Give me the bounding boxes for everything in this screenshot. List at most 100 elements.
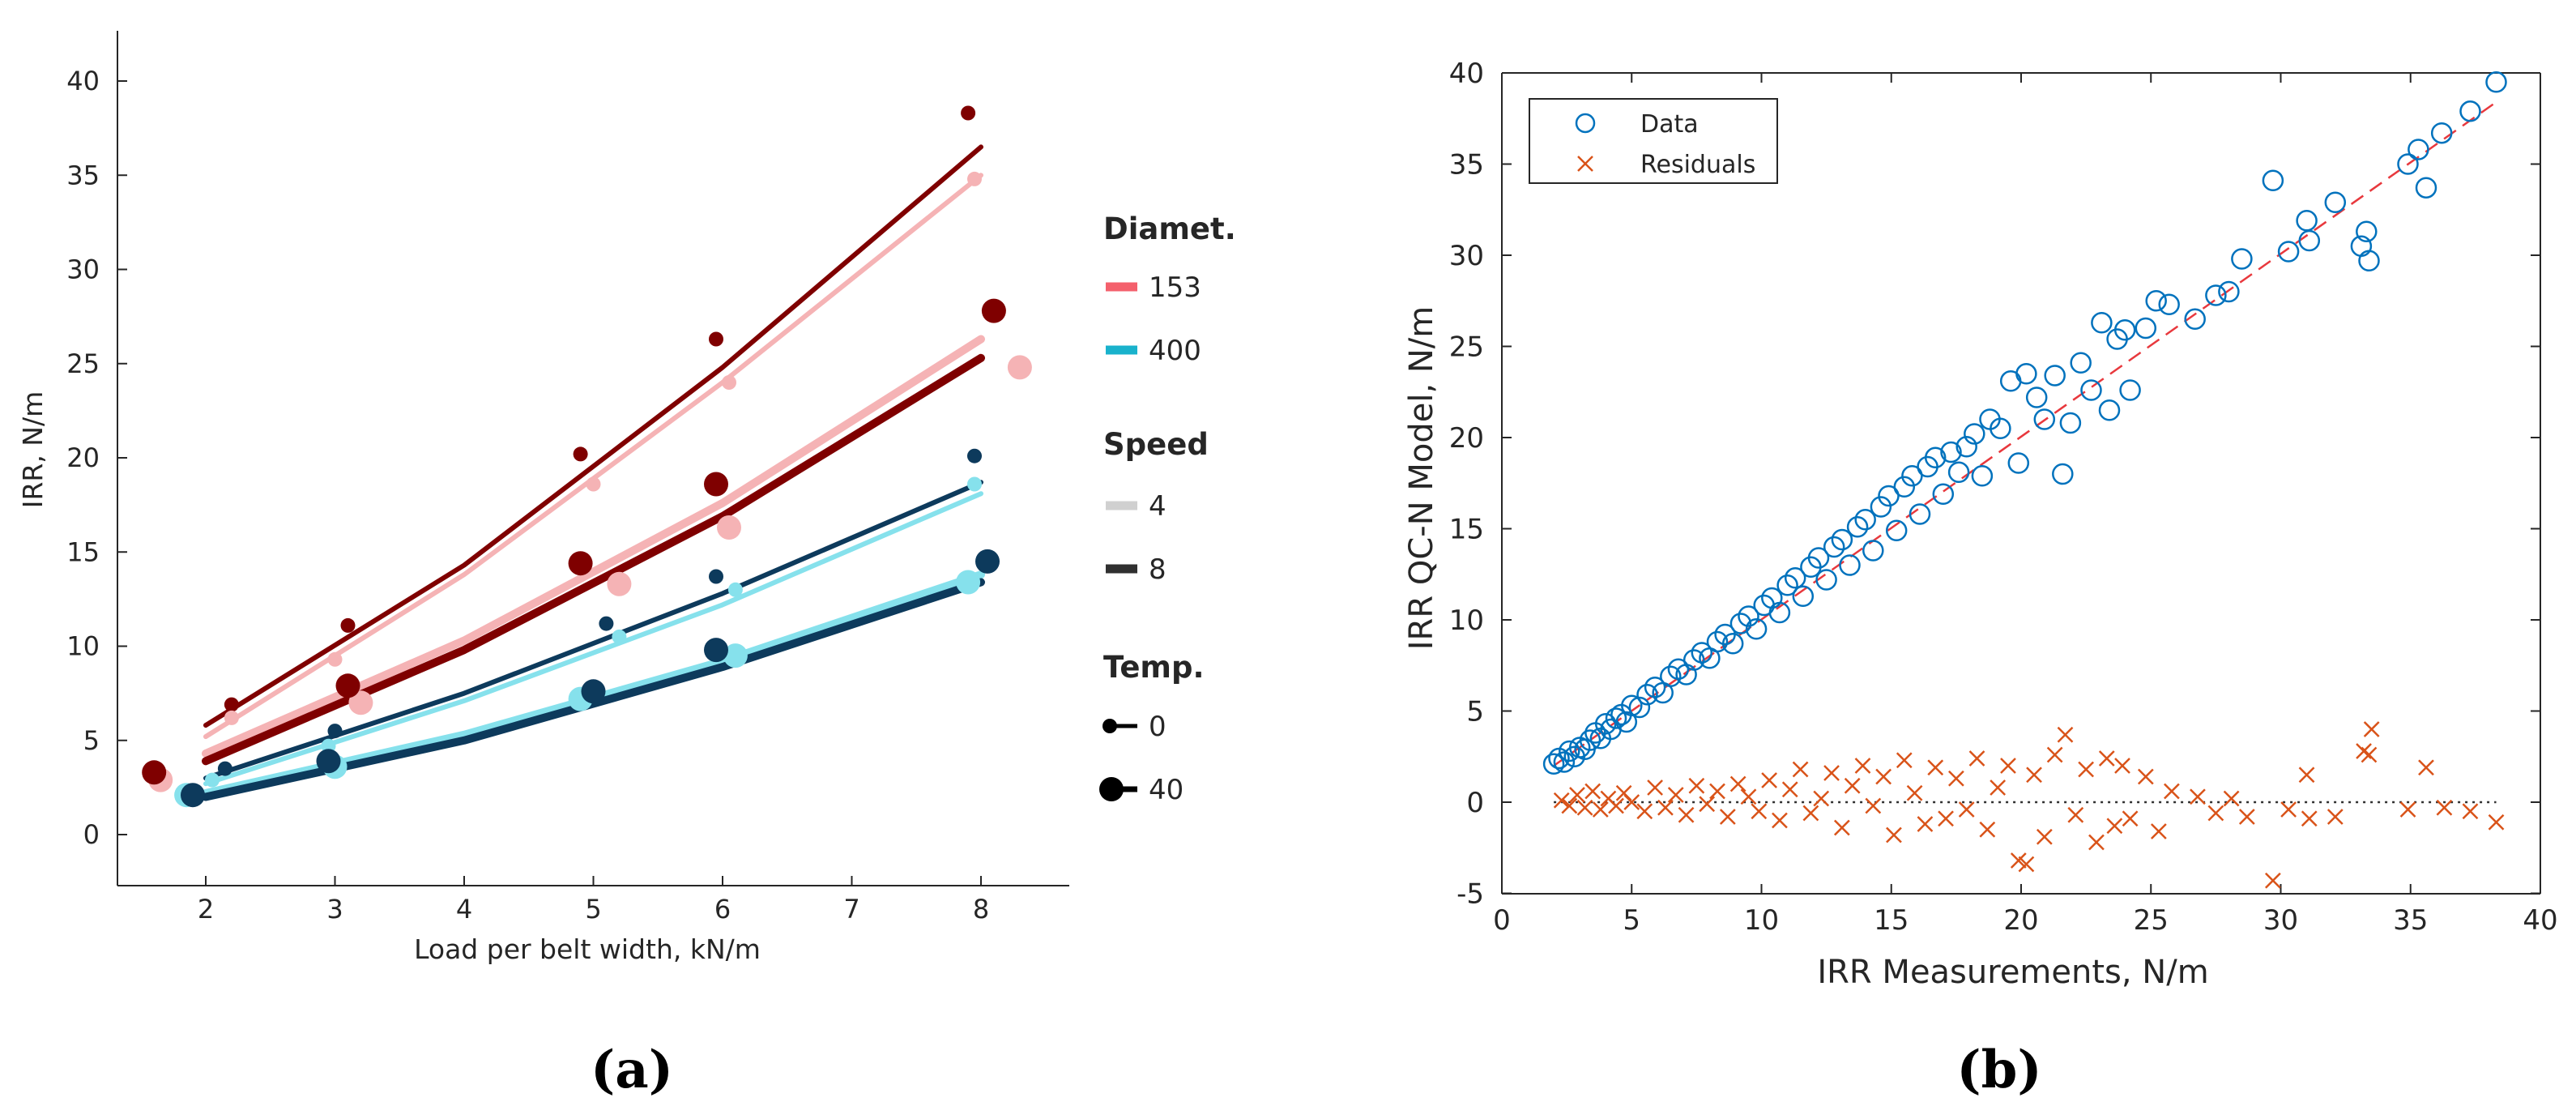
- panel-b: 0 5 10 15 20 25 30 35 40 -5 0 5 10 15 20 25 30 35 40 IRR M…: [1403, 58, 2558, 1100]
- panel-b-y-tick-label: 5: [1466, 696, 1484, 728]
- residual-point-x: [1623, 794, 1640, 810]
- residual-point-x: [1761, 772, 1777, 788]
- residual-point-x: [2150, 823, 2167, 839]
- residual-point-x: [1584, 783, 1601, 800]
- residual-point-x: [1990, 779, 2007, 796]
- residual-point-x: [2190, 788, 2206, 805]
- residual-point-x: [1561, 797, 1578, 814]
- data-point-circle: [1621, 694, 1643, 717]
- data-point-circle: [2158, 293, 2180, 316]
- data-point-circle: [1542, 753, 1565, 775]
- residual-point-x: [1569, 787, 1585, 803]
- data-point-circle: [1615, 711, 1638, 733]
- point-d153-s4-t0: [722, 375, 736, 390]
- panel-b-x-tick-label: 10: [1744, 904, 1779, 937]
- data-point-circle: [2119, 379, 2141, 401]
- residual-point-x: [1802, 805, 1819, 822]
- residual-point-x: [2436, 799, 2453, 816]
- residual-point-x: [1906, 784, 1923, 801]
- point-d153-s8-t40: [335, 673, 360, 698]
- residual-point-x: [2363, 721, 2380, 737]
- panel-a-x-axis-label: Load per belt width, kN/m: [414, 933, 761, 965]
- residual-point-x: [2057, 726, 2074, 743]
- legend-label-speed-4: 4: [1149, 490, 1166, 523]
- data-point-circle: [2415, 177, 2437, 199]
- data-point-circle: [1862, 540, 1884, 562]
- panel-b-y-tick-label: 40: [1449, 58, 1484, 90]
- point-d400-s8-t40: [581, 679, 606, 704]
- residual-point-x: [2361, 746, 2378, 763]
- panel-a-x-tick-label: 2: [198, 894, 214, 925]
- data-point-circle: [2262, 169, 2284, 192]
- point-d400-s4-t40: [723, 643, 748, 668]
- point-d400-s8-t0: [327, 724, 343, 739]
- point-d400-s8-t0: [709, 569, 723, 584]
- residual-point-x: [2280, 801, 2297, 818]
- data-point-circle: [2459, 100, 2481, 122]
- panel-a-y-tick-label: 0: [83, 819, 100, 850]
- point-d400-s4-t0: [205, 772, 220, 788]
- panel-b-x-tick-label: 40: [2523, 904, 2557, 937]
- data-point-circle: [1909, 503, 1931, 525]
- panel-b-x-tick-label: 15: [1874, 904, 1909, 937]
- data-point-circle: [1729, 613, 1752, 634]
- residual-point-x: [1740, 788, 1757, 805]
- residual-point-x: [2488, 814, 2505, 831]
- residual-point-x: [1875, 768, 1892, 785]
- data-point-circle: [1893, 476, 1916, 498]
- point-d153-s8-t0: [340, 617, 356, 633]
- data-point-circle: [1823, 536, 1845, 558]
- panel-b-y-tick-label: -5: [1456, 878, 1484, 911]
- data-point-circle: [2218, 280, 2240, 303]
- data-point-circle: [1636, 684, 1658, 706]
- panel-b-caption: (b): [1956, 1040, 2041, 1100]
- data-point-circle: [1924, 446, 1947, 469]
- data-point-circle: [2358, 250, 2380, 272]
- data-point-circle: [1878, 485, 1900, 507]
- residual-point-x: [2164, 783, 2180, 800]
- residual-point-x: [1844, 777, 1861, 794]
- panel-a-y-tick-label: 30: [66, 254, 100, 285]
- residual-point-x: [1958, 801, 1975, 818]
- residual-point-x: [1688, 777, 1705, 794]
- data-point-circle: [1559, 740, 1580, 762]
- panel-b-y-tick-label: 35: [1449, 149, 1484, 182]
- data-point-circle: [1901, 465, 1923, 487]
- panel-b-axes: 0 5 10 15 20 25 30 35 40 -5 0 5 10 15 20 25 30 35 40: [1449, 58, 2558, 937]
- residual-point-x: [1592, 801, 1609, 818]
- data-point-circle: [2135, 317, 2157, 340]
- panel-a-data-points: [142, 105, 1032, 808]
- residual-point-x: [1947, 770, 1964, 787]
- data-point-circle: [1745, 618, 1768, 640]
- fit-line-d153-s8-t0: [203, 144, 983, 728]
- residual-point-x: [1927, 759, 1944, 776]
- residual-point-x: [2010, 852, 2027, 869]
- data-point-circle: [1579, 729, 1601, 751]
- panel-a-y-tick-label: 25: [66, 348, 100, 379]
- panel-a-y-tick-label: 20: [66, 442, 100, 473]
- data-point-circle: [1594, 713, 1617, 735]
- residual-point-x: [2098, 750, 2115, 767]
- residual-point-x: [1896, 752, 1913, 769]
- data-point-circle: [1831, 528, 1853, 551]
- point-d400-s8-t0: [217, 761, 232, 776]
- legend-label-400: 400: [1149, 335, 1201, 367]
- data-point-circle: [2145, 290, 2167, 312]
- data-point-circle: [2007, 452, 2030, 474]
- panel-a-x-tick-label: 3: [326, 894, 343, 925]
- point-d153-s8-t0: [573, 446, 588, 462]
- point-d400-s8-t0: [967, 448, 982, 463]
- panel-b-data-points: [1542, 71, 2507, 889]
- data-point-circle: [2015, 363, 2037, 385]
- data-point-circle: [2277, 241, 2300, 263]
- residual-point-x: [2327, 809, 2344, 825]
- data-point-circle: [1990, 417, 2011, 440]
- data-point-circle: [1870, 496, 1892, 518]
- panel-b-y-tick-label: 0: [1466, 787, 1484, 819]
- data-point-circle: [1776, 574, 1798, 596]
- point-d153-s4-t0: [586, 476, 601, 492]
- data-point-circle: [2025, 387, 2048, 408]
- residual-point-x: [1709, 783, 1725, 800]
- panel-a-axes: 2 3 4 5 6 7 8 0 5 10 15 20 25 30 35 40: [66, 31, 1069, 925]
- data-point-circle: [2091, 312, 2113, 334]
